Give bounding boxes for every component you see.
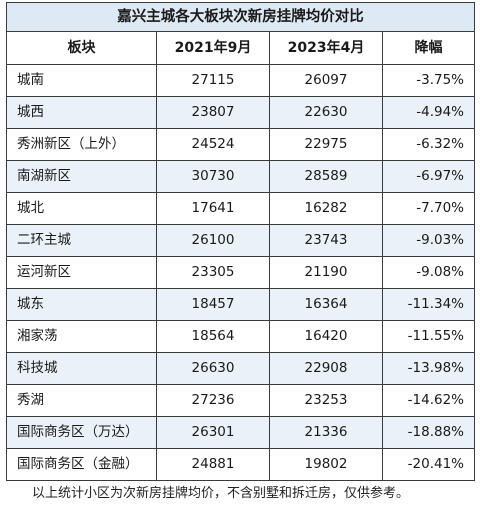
decline-cell: -11.34%: [382, 288, 475, 321]
district-cell: 城西: [6, 96, 157, 129]
table-row: 湘家荡 18564 16420 -11.55%: [6, 320, 475, 353]
price-2021-cell: 18564: [156, 320, 270, 353]
header-sep-2021: 2021年9月: [156, 31, 270, 65]
price-2021-cell: 26100: [156, 224, 270, 257]
district-cell: 国际商务区（万达）: [6, 416, 157, 449]
table-title: 嘉兴主城各大板块次新房挂牌均价对比: [6, 2, 475, 32]
decline-cell: -9.08%: [382, 256, 475, 289]
price-2023-cell: 22908: [269, 352, 383, 385]
price-2023-cell: 22630: [269, 96, 383, 129]
decline-cell: -20.41%: [382, 448, 475, 481]
district-cell: 城南: [6, 64, 157, 97]
decline-cell: -3.75%: [382, 64, 475, 97]
title-row: 嘉兴主城各大板块次新房挂牌均价对比: [6, 2, 475, 32]
decline-cell: -7.70%: [382, 192, 475, 225]
price-2023-cell: 26097: [269, 64, 383, 97]
header-apr-2023: 2023年4月: [269, 31, 383, 65]
price-2023-cell: 22975: [269, 128, 383, 161]
price-2021-cell: 23807: [156, 96, 270, 129]
price-comparison-sheet: 嘉兴主城各大板块次新房挂牌均价对比 板块 2021年9月 2023年4月 降幅 …: [6, 2, 475, 507]
table-row: 运河新区 23305 21190 -9.08%: [6, 256, 475, 289]
price-2023-cell: 21190: [269, 256, 383, 289]
header-decline: 降幅: [382, 31, 475, 65]
district-cell: 运河新区: [6, 256, 157, 289]
table-row: 国际商务区（金融） 24881 19802 -20.41%: [6, 448, 475, 481]
district-cell: 南湖新区: [6, 160, 157, 193]
decline-cell: -6.97%: [382, 160, 475, 193]
district-cell: 科技城: [6, 352, 157, 385]
price-2021-cell: 23305: [156, 256, 270, 289]
price-2023-cell: 21336: [269, 416, 383, 449]
decline-cell: -13.98%: [382, 352, 475, 385]
price-2021-cell: 27236: [156, 384, 270, 417]
decline-cell: -18.88%: [382, 416, 475, 449]
decline-cell: -4.94%: [382, 96, 475, 129]
decline-cell: -9.03%: [382, 224, 475, 257]
table-row: 南湖新区 30730 28589 -6.97%: [6, 160, 475, 193]
table-row: 城南 27115 26097 -3.75%: [6, 64, 475, 97]
district-cell: 国际商务区（金融）: [6, 448, 157, 481]
price-table: 嘉兴主城各大板块次新房挂牌均价对比 板块 2021年9月 2023年4月 降幅 …: [6, 2, 475, 481]
price-2023-cell: 23743: [269, 224, 383, 257]
price-2021-cell: 26301: [156, 416, 270, 449]
district-cell: 秀洲新区（上外）: [6, 128, 157, 161]
price-2023-cell: 16364: [269, 288, 383, 321]
price-2021-cell: 17641: [156, 192, 270, 225]
header-district: 板块: [6, 31, 157, 65]
price-2021-cell: 18457: [156, 288, 270, 321]
price-2023-cell: 16420: [269, 320, 383, 353]
table-row: 秀湖 27236 23253 -14.62%: [6, 384, 475, 417]
table-row: 科技城 26630 22908 -13.98%: [6, 352, 475, 385]
price-2021-cell: 24524: [156, 128, 270, 161]
decline-cell: -14.62%: [382, 384, 475, 417]
decline-cell: -6.32%: [382, 128, 475, 161]
table-row: 国际商务区（万达） 26301 21336 -18.88%: [6, 416, 475, 449]
district-cell: 城东: [6, 288, 157, 321]
district-cell: 湘家荡: [6, 320, 157, 353]
table-row: 秀洲新区（上外） 24524 22975 -6.32%: [6, 128, 475, 161]
price-2021-cell: 26630: [156, 352, 270, 385]
table-row: 二环主城 26100 23743 -9.03%: [6, 224, 475, 257]
table-row: 城北 17641 16282 -7.70%: [6, 192, 475, 225]
price-2023-cell: 19802: [269, 448, 383, 481]
district-cell: 城北: [6, 192, 157, 225]
header-row: 板块 2021年9月 2023年4月 降幅: [6, 31, 475, 65]
price-2023-cell: 23253: [269, 384, 383, 417]
footnote: 以上统计小区为次新房挂牌均价，不含别墅和拆迁房，仅供参考。: [32, 486, 410, 501]
district-cell: 二环主城: [6, 224, 157, 257]
price-2021-cell: 30730: [156, 160, 270, 193]
district-cell: 秀湖: [6, 384, 157, 417]
decline-cell: -11.55%: [382, 320, 475, 353]
price-2021-cell: 24881: [156, 448, 270, 481]
table-body: 城南 27115 26097 -3.75% 城西 23807 22630 -4.94% 秀洲新区…: [6, 64, 475, 481]
table-row: 城西 23807 22630 -4.94%: [6, 96, 475, 129]
price-2023-cell: 28589: [269, 160, 383, 193]
table-row: 城东 18457 16364 -11.34%: [6, 288, 475, 321]
price-2023-cell: 16282: [269, 192, 383, 225]
price-2021-cell: 27115: [156, 64, 270, 97]
